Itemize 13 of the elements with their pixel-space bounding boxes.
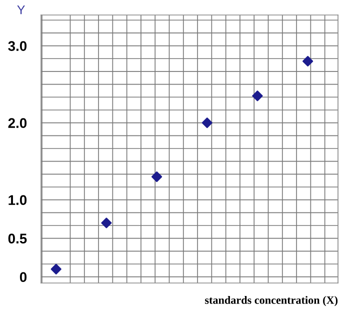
point (101, 218, 112, 228)
point (151, 171, 162, 182)
point (252, 90, 263, 102)
y-axis-title: Y (17, 5, 25, 14)
y-tick-label: 0 (20, 272, 27, 282)
y-tick-label: 0.5 (8, 234, 27, 244)
point (50, 264, 62, 274)
point (202, 118, 212, 128)
x-axis-title: standards concentration (X) (205, 296, 338, 306)
y-tick-label: 1.0 (8, 195, 27, 205)
y-tick-label: 3.0 (8, 41, 27, 51)
y-tick-label: 2.0 (8, 118, 27, 128)
point (302, 56, 314, 67)
